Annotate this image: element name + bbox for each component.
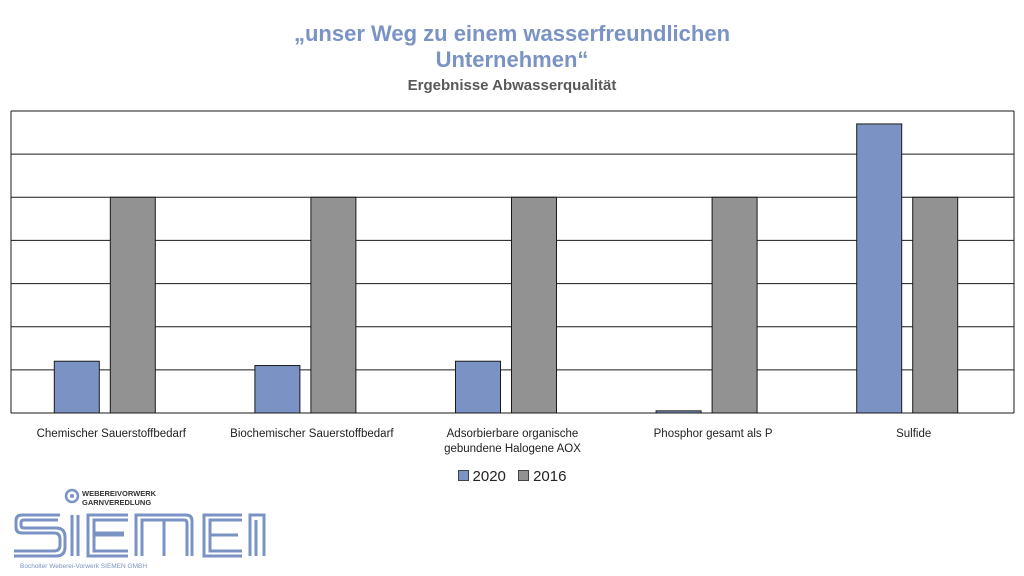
logo-brand-wordmark bbox=[14, 513, 266, 558]
legend-label-2016: 2016 bbox=[533, 468, 567, 485]
legend-label-2020: 2020 bbox=[472, 468, 506, 485]
bar-2016-0 bbox=[109, 196, 156, 414]
bar-2016-3 bbox=[711, 196, 758, 414]
logo-line-2: GARNVEREDLUNG bbox=[82, 498, 151, 507]
logo-ring-dot bbox=[70, 494, 74, 498]
x-tick-label-line: Adsorbierbare organische bbox=[447, 428, 579, 440]
legend-item-2020: 2020 bbox=[457, 468, 506, 485]
legend-item-2016: 2016 bbox=[518, 468, 566, 485]
logo-line-1: WEBEREIVORWERK bbox=[82, 489, 157, 498]
bar-2020-4 bbox=[856, 123, 903, 414]
x-tick-label-line: gebundene Halogene AOX bbox=[444, 443, 581, 455]
x-tick-label-3: Phosphor gesamt als P bbox=[654, 428, 773, 440]
bar-2020-1 bbox=[254, 365, 301, 414]
bar-chart: Chemischer Sauerstoffbedarf Biochemischer… bbox=[10, 110, 1015, 455]
bar-2020-0 bbox=[53, 360, 100, 414]
x-tick-label-line: Phosphor gesamt als P bbox=[654, 428, 773, 440]
bar-2016-2 bbox=[511, 196, 557, 414]
x-tick-label-line: Chemischer Sauerstoffbedarf bbox=[37, 428, 187, 440]
chart-title-line-1: „unser Weg zu einem wasserfreundlichen bbox=[293, 21, 731, 46]
logo-ring-icon bbox=[64, 488, 80, 504]
bar-2020-3 bbox=[655, 410, 702, 414]
legend-swatch-2020 bbox=[457, 470, 469, 481]
chart-legend: 2020 2016 bbox=[0, 468, 1024, 485]
bar-2016-4 bbox=[912, 196, 959, 414]
x-tick-label-1: Biochemischer Sauerstoffbedarf bbox=[230, 428, 394, 440]
legend-swatch-2016 bbox=[518, 470, 530, 481]
x-tick-label-line: Sulfide bbox=[896, 428, 931, 440]
x-tick-label-2: Adsorbierbare organische gebundene Haloge… bbox=[444, 428, 581, 455]
logo-caption: Bocholter Weberei-Vorwerk SIEMEN GMBH bbox=[20, 563, 147, 570]
chart-subtitle: Ergebnisse Abwasserqualität bbox=[407, 77, 617, 94]
x-tick-label-4: Sulfide bbox=[896, 428, 931, 440]
siemen-logo: WEBEREIVORWERK GARNVEREDLUNG Bocholter W… bbox=[14, 488, 266, 570]
bar-2020-2 bbox=[455, 360, 501, 414]
x-tick-label-0: Chemischer Sauerstoffbedarf bbox=[37, 428, 187, 440]
bar-2016-1 bbox=[310, 196, 357, 414]
x-tick-label-line: Biochemischer Sauerstoffbedarf bbox=[230, 428, 394, 440]
chart-title-line-2: Unternehmen“ bbox=[435, 47, 589, 72]
